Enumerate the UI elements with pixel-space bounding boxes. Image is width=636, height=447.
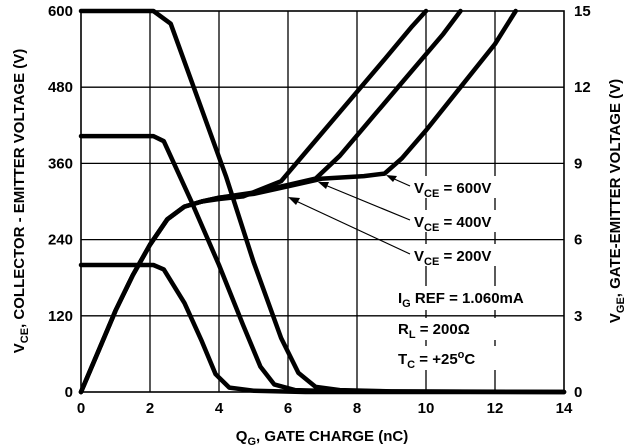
x-tick-label: 12: [487, 400, 504, 417]
y-right-axis-title: VGE, GATE-EMITTER VOLTAGE (V): [607, 79, 627, 323]
rl-label-sub: L: [409, 329, 416, 341]
vce-400-label-post: = 400V: [439, 214, 491, 231]
vce-200-leader: [295, 200, 411, 255]
y-left-tick-label: 120: [48, 308, 73, 325]
vce-400-label-sub: CE: [424, 222, 439, 234]
ig-ref-label-sub: G: [402, 298, 411, 310]
y-left-axis-title-sub: CE: [19, 328, 31, 343]
x-tick-label: 2: [146, 400, 154, 417]
x-axis-title-main: Q: [236, 428, 248, 445]
ig-ref-label-bg: [394, 286, 560, 310]
x-tick-label: 0: [77, 400, 85, 417]
tc-label-mid: = +25: [415, 351, 458, 368]
vce-600-label-sub: CE: [424, 188, 439, 200]
annotations: VCE = 600V VCE = 400V VCE = 200V IG REF …: [394, 176, 560, 371]
rl-label-bg: [394, 318, 504, 340]
vce-200-label-pre: V: [414, 248, 424, 265]
vce-400-label-bg: [410, 210, 526, 232]
ig-ref-label-pre: I: [398, 290, 402, 307]
series-line-vge-5: [78, 8, 429, 395]
y-right-tick-label: 3: [574, 308, 582, 325]
y-left-axis-title-rest: , COLLECTOR - EMITTER VOLTAGE (V): [11, 49, 28, 328]
vce-200-label: VCE = 200V: [414, 248, 491, 268]
rl-label-pre: R: [398, 321, 409, 338]
vce-400-label: VCE = 400V: [414, 214, 491, 234]
tc-label: TC = +25oC: [398, 349, 475, 371]
x-tick-label: 8: [353, 400, 361, 417]
ig-ref-label: IG REF = 1.060mA: [398, 290, 524, 310]
x-tick-label: 10: [418, 400, 435, 417]
y-right-axis-title-rest: , GATE-EMITTER VOLTAGE (V): [607, 79, 624, 297]
vce-200-arrowhead: [288, 197, 300, 205]
y-right-tick-label: 9: [574, 155, 582, 172]
vce-600-leader: [391, 177, 411, 187]
y-right-tick-labels: 0 3 6 9 12 15: [574, 3, 591, 401]
vce-200-label-sub: CE: [424, 256, 439, 268]
vce-400-label-pre: V: [414, 214, 424, 231]
vce-400-arrowhead: [318, 182, 329, 189]
grid: [81, 11, 564, 392]
x-tick-label: 14: [556, 400, 573, 417]
x-tick-label: 4: [215, 400, 224, 417]
y-right-tick-label: 12: [574, 79, 591, 96]
vce-600-label-pre: V: [414, 180, 424, 197]
vce-600-label-post: = 600V: [439, 180, 491, 197]
y-left-tick-labels: 0 120 240 360 480 600: [48, 3, 73, 401]
vce-400-leader: [324, 184, 411, 221]
vce-200-label-bg: [410, 244, 526, 266]
y-left-tick-label: 480: [48, 79, 73, 96]
y-left-tick-label: 240: [48, 232, 73, 249]
x-axis-title-rest: , GATE CHARGE (nC): [256, 428, 408, 445]
vce-200-label-post: = 200V: [439, 248, 491, 265]
x-tick-labels: 0 2 4 6 8 10 12 14: [77, 400, 573, 417]
tc-label-sub: C: [407, 359, 415, 371]
y-left-tick-label: 360: [48, 155, 73, 172]
y-right-tick-label: 6: [574, 232, 582, 249]
tc-label-sup: o: [458, 349, 465, 361]
vce-600-label-bg: [410, 176, 526, 198]
x-tick-label: 6: [284, 400, 292, 417]
leader-arrows: [288, 175, 411, 255]
vce-600-label: VCE = 600V: [414, 180, 491, 200]
ig-ref-label-post: REF = 1.060mA: [411, 290, 524, 307]
tc-label-post: C: [464, 351, 475, 368]
y-left-axis-title: VCE, COLLECTOR - EMITTER VOLTAGE (V): [11, 49, 31, 353]
y-left-tick-label: 0: [65, 384, 73, 401]
y-right-axis-title-sub: GE: [615, 297, 627, 313]
y-right-tick-label: 15: [574, 3, 591, 20]
plot-frame: [80, 10, 565, 393]
x-axis-title-sub: G: [247, 436, 256, 447]
y-left-tick-label: 600: [48, 3, 73, 20]
y-right-axis-title-main: V: [607, 313, 624, 323]
tc-label-bg: [394, 346, 504, 370]
x-axis-title: QG, GATE CHARGE (nC): [236, 428, 408, 447]
y-right-tick-label: 0: [574, 384, 582, 401]
tc-label-pre: T: [398, 351, 407, 368]
rl-label: RL = 200Ω: [398, 321, 470, 341]
vce-600-arrowhead: [386, 175, 397, 182]
y-left-axis-title-main: V: [11, 343, 28, 353]
rl-label-post: = 200Ω: [416, 321, 470, 338]
